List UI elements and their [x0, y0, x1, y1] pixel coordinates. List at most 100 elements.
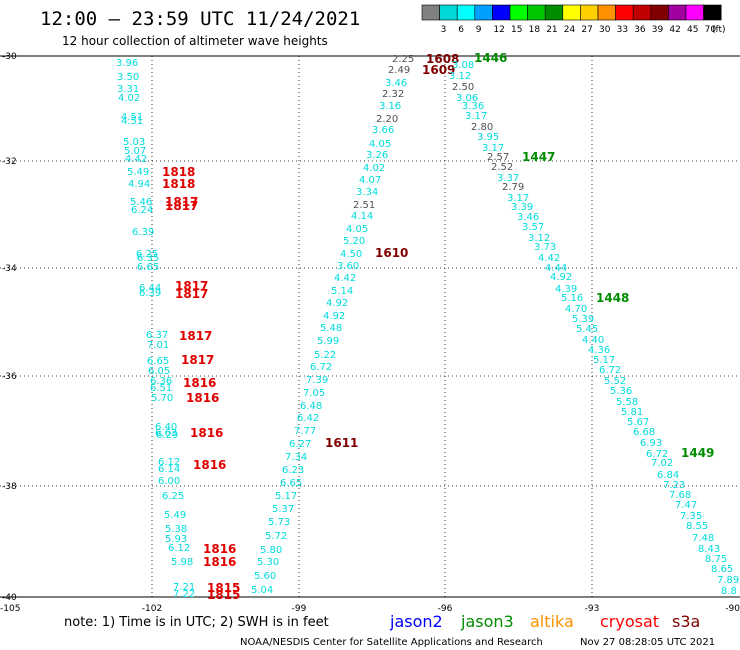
swh-value: 6.72 [310, 362, 332, 373]
pass-time-label: 1816 [203, 542, 236, 556]
swh-value: 5.72 [265, 531, 287, 542]
longitude-label: -90 [725, 604, 740, 614]
pass-time-label: 1816 [193, 458, 226, 472]
swh-value: 5.04 [251, 585, 273, 596]
satellite-legend-jason3: jason3 [460, 612, 514, 631]
swh-value: 2.49 [388, 65, 410, 76]
swh-value: 7.47 [675, 500, 697, 511]
swh-value: 5.03 [123, 137, 145, 148]
swh-value: 4.39 [555, 284, 577, 295]
swh-value: 5.37 [272, 504, 294, 515]
swh-value: 6.40 [155, 422, 177, 433]
swh-value: 6.68 [633, 427, 655, 438]
color-scale-swatch [527, 4, 546, 21]
swh-value: 6.44 [139, 283, 161, 294]
swh-value: 4.05 [369, 139, 391, 150]
swh-value: 5.81 [621, 407, 643, 418]
units-note: note: 1) Time is in UTC; 2) SWH is in fe… [64, 615, 329, 630]
color-scale-swatch [632, 4, 652, 21]
color-scale-legend: 3 6 9 12 15 18 21 24 27 30 33 36 39 42 45 70(ft) [421, 4, 726, 35]
color-scale-tick-label: 45 [687, 25, 698, 35]
swh-value: 5.73 [268, 517, 290, 528]
pass-time-label: 1817 [165, 199, 198, 213]
swh-value: 6.93 [640, 438, 662, 449]
map-title: 12:00 – 23:59 UTC 11/24/2021 [40, 8, 360, 30]
color-scale-swatch [474, 4, 493, 21]
swh-value: 5.70 [151, 393, 173, 404]
generated-timestamp: Nov 27 08:28:05 UTC 2021 [580, 637, 715, 648]
swh-value: 5.93 [165, 534, 187, 545]
color-scale-swatch [597, 4, 616, 21]
color-scale-swatch [439, 4, 458, 21]
swh-value: 4.92 [550, 272, 572, 283]
jason3-track: 3.083.122.503.063.363.172.803.953.172.57… [449, 51, 739, 597]
color-scale-tick-label: 42 [669, 25, 680, 35]
color-scale-tick-label: 21 [546, 25, 557, 35]
swh-value: 5.20 [343, 236, 365, 247]
color-scale-tick-label: 15 [511, 25, 522, 35]
pass-time-label: 1816 [183, 376, 216, 390]
swh-value: 5.99 [317, 336, 339, 347]
swh-value: 4.42 [125, 154, 147, 165]
swh-value: 3.46 [385, 78, 407, 89]
latitude-labels: -30 -32 -34 -36 -38 -40 [2, 52, 17, 603]
swh-value: 6.72 [646, 449, 668, 460]
swh-value: 6.39 [132, 227, 154, 238]
longitude-label: -102 [142, 604, 162, 614]
pass-time-label: 1817 [165, 195, 198, 209]
pass-time-label: 1818 [162, 177, 195, 191]
swh-value: 5.49 [164, 510, 186, 521]
swh-value: 5.14 [331, 286, 353, 297]
s3a-track: 2.252.493.462.323.162.203.664.053.264.02… [251, 52, 459, 596]
swh-value: 4.42 [538, 253, 560, 264]
color-scale-swatch [456, 4, 476, 21]
color-scale-tick-label: 9 [476, 25, 482, 35]
pass-time-label: 1609 [422, 63, 455, 77]
swh-value: 4.42 [334, 273, 356, 284]
color-scale-tick-label: 24 [564, 25, 576, 35]
color-scale-swatch [580, 4, 599, 21]
swh-value: 6.39 [139, 288, 161, 299]
color-scale-tick-label: 18 [529, 25, 541, 35]
swh-value: 3.96 [116, 58, 138, 69]
pass-time-label: 1449 [681, 446, 714, 460]
swh-value: 6.51 [150, 383, 172, 394]
swh-value: 3.36 [462, 101, 484, 112]
swh-value: 8.55 [686, 521, 708, 532]
swh-value: 3.73 [534, 242, 556, 253]
pass-time-label: 1608 [426, 52, 459, 66]
swh-value: 6.14 [158, 464, 180, 475]
swh-value: 6.72 [599, 365, 621, 376]
pass-time-label: 1817 [179, 329, 212, 343]
swh-value: 2.50 [452, 82, 474, 93]
swh-value: 3.12 [449, 71, 471, 82]
swh-value: 5.39 [572, 314, 594, 325]
color-scale-swatch [685, 4, 704, 21]
swh-value: 2.57 [487, 152, 509, 163]
credit-text: NOAA/NESDIS Center for Satellite Applica… [240, 637, 543, 648]
swh-value: 2.20 [376, 114, 398, 125]
swh-value: 2.51 [353, 200, 375, 211]
swh-value: 6.24 [131, 205, 153, 216]
swh-value: 4.50 [340, 249, 362, 260]
pass-time-label: 1817 [175, 279, 208, 293]
pass-time-label: 1610 [375, 246, 408, 260]
swh-value: 5.36 [610, 386, 632, 397]
satellite-legend-altika: altika [530, 612, 574, 631]
pass-time-label: 1448 [596, 291, 629, 305]
swh-value: 5.80 [260, 545, 282, 556]
color-scale-tick-label: 36 [634, 25, 646, 35]
swh-value: 6.05 [148, 366, 170, 377]
swh-value: 6.65 [137, 262, 159, 273]
swh-value: 6.29 [156, 430, 178, 441]
pass-time-label: 1817 [181, 353, 214, 367]
longitude-label: -96 [438, 604, 453, 614]
color-scale-tick-label: 33 [617, 25, 628, 35]
swh-value: 5.22 [314, 350, 336, 361]
swh-value: 6.25 [162, 491, 184, 502]
swh-value: 2.25 [392, 54, 414, 65]
swh-value: 3.57 [522, 222, 544, 233]
swh-value: 4.94 [128, 179, 150, 190]
pass-time-label: 1817 [175, 287, 208, 301]
swh-value: 3.46 [517, 212, 539, 223]
